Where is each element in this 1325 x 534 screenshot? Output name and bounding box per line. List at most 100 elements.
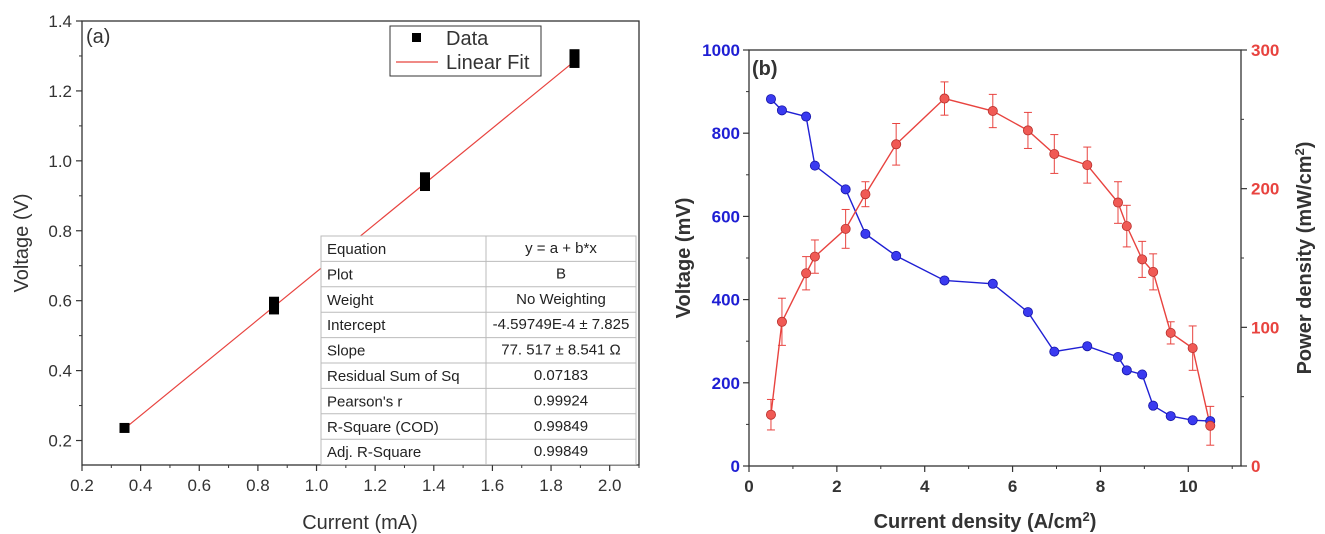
- legend-label-data: Data: [446, 28, 489, 50]
- y-tick-label-right-b: 0: [1251, 457, 1260, 476]
- panel-a: 0.2 0.4 0.6 0.8 1.0 1.2 1.4 1.6 1.8 2.0 0.2 0.4 0.6 0…: [11, 12, 640, 534]
- x-tick-label-a: 1.0: [305, 476, 329, 495]
- y-axis-title-b-left: Voltage (mV): [673, 198, 695, 319]
- x-tick-label-b: 4: [920, 477, 930, 496]
- power-density-point: [891, 139, 902, 150]
- x-tick-label-b: 0: [744, 477, 753, 496]
- x-tick-label-a: 0.8: [246, 476, 270, 495]
- fit-table-bg: [320, 235, 637, 466]
- y-tick-label-left-b: 600: [712, 207, 740, 226]
- axis-ticks-a: 0.2 0.4 0.6 0.8 1.0 1.2 1.4 1.6 1.8 2.0 0.2 0.4 0.6 0…: [48, 12, 640, 495]
- y-axis-title-b-right-sup: 2: [1292, 148, 1307, 155]
- legend-label-fit: Linear Fit: [446, 52, 530, 74]
- power-density-point: [1137, 254, 1148, 265]
- y-tick-label-a: 0.6: [48, 292, 72, 311]
- power-density-point: [809, 251, 820, 262]
- y-tick-label-right-b: 300: [1251, 41, 1279, 60]
- y-tick-label-left-b: 800: [712, 124, 740, 143]
- power-density-point: [1022, 125, 1033, 136]
- fit-table-key: Pearson's r: [327, 393, 402, 410]
- x-tick-label-a: 1.4: [422, 476, 446, 495]
- y-axis-title-b-right: Power density (mW/cm2): [1292, 142, 1316, 375]
- x-tick-label-b: 6: [1008, 477, 1017, 496]
- fit-table-value: 0.99924: [534, 392, 588, 409]
- y-tick-label-left-b: 400: [712, 291, 740, 310]
- y-tick-label-a: 0.8: [48, 222, 72, 241]
- fit-table-key: Slope: [327, 343, 365, 360]
- fit-table-key: Adj. R-Square: [327, 444, 421, 461]
- voltage-point: [987, 278, 998, 289]
- panel-label-b: (b): [752, 58, 778, 80]
- power-density-point: [840, 223, 851, 234]
- voltage-point: [1148, 400, 1159, 411]
- voltage-point: [801, 111, 812, 122]
- voltage-point: [1022, 307, 1033, 318]
- power-density-point: [1165, 327, 1176, 338]
- fit-table-value: No Weighting: [516, 291, 606, 308]
- voltage-point: [891, 250, 902, 261]
- fit-table-value: 0.99849: [534, 418, 588, 435]
- y-tick-label-left-b: 1000: [702, 41, 740, 60]
- voltage-point: [1121, 365, 1132, 376]
- y-axis-title-a: Voltage (V): [11, 194, 33, 293]
- voltage-point: [809, 160, 820, 171]
- x-tick-label-a: 0.4: [129, 476, 153, 495]
- power-density-point: [765, 409, 776, 420]
- fit-table-value: B: [556, 265, 566, 282]
- legend-marker-data: [412, 33, 421, 42]
- x-axis-title-a: Current (mA): [302, 512, 418, 534]
- voltage-point: [1113, 352, 1124, 363]
- power-density-point: [860, 189, 871, 200]
- y-tick-label-a: 1.0: [48, 152, 72, 171]
- y-tick-label-left-b: 200: [712, 374, 740, 393]
- voltage-point: [860, 228, 871, 239]
- x-tick-label-a: 0.2: [70, 476, 94, 495]
- power-density-point: [1082, 160, 1093, 171]
- power-density-point: [1121, 221, 1132, 232]
- x-axis-title-b-sup: 2: [1083, 509, 1090, 524]
- voltage-point: [1137, 369, 1148, 380]
- y-tick-label-right-b: 200: [1251, 180, 1279, 199]
- x-axis-title-b-end: ): [1090, 511, 1097, 533]
- x-tick-label-b: 10: [1179, 477, 1198, 496]
- fit-results-table: Equation y = a + b*x Plot B Weight No Weighti…: [320, 235, 637, 466]
- legend-a: Data Linear Fit: [389, 25, 542, 77]
- fit-table-key: R-Square (COD): [327, 419, 439, 436]
- power-density-point: [1148, 266, 1159, 277]
- data-point-a: [569, 49, 580, 60]
- fit-table-value: -4.59749E-4 ± 7.825: [493, 316, 630, 333]
- fit-table-key: Intercept: [327, 317, 386, 334]
- y-tick-label-a: 0.2: [48, 432, 72, 451]
- data-points-b: [765, 93, 1216, 431]
- power-density-point: [1049, 148, 1060, 159]
- fit-table-key: Equation: [327, 241, 386, 258]
- voltage-point: [1049, 346, 1060, 357]
- fit-table-key: Residual Sum of Sq: [327, 368, 460, 385]
- power-density-point: [1205, 420, 1216, 431]
- data-point-a: [419, 172, 430, 183]
- y-tick-label-a: 1.4: [48, 12, 72, 31]
- power-density-point: [987, 106, 998, 117]
- power-density-point: [1113, 197, 1124, 208]
- y-tick-label-a: 0.4: [48, 362, 72, 381]
- voltage-point: [840, 184, 851, 195]
- x-axis-title-b: Current density (A/cm2): [874, 509, 1097, 533]
- panel-label-a: (a): [86, 26, 110, 48]
- power-density-point: [801, 268, 812, 279]
- y-axis-title-b-right-end: ): [1294, 142, 1316, 149]
- voltage-point: [939, 275, 950, 286]
- y-tick-label-left-b: 0: [731, 457, 740, 476]
- x-axis-title-b-main: Current density (A/cm: [874, 511, 1083, 533]
- voltage-point: [776, 105, 787, 116]
- power-density-point: [939, 93, 950, 104]
- y-tick-label-a: 1.2: [48, 82, 72, 101]
- voltage-point: [765, 94, 776, 105]
- voltage-point: [1082, 341, 1093, 352]
- x-tick-label-b: 8: [1096, 477, 1105, 496]
- x-tick-label-a: 1.6: [481, 476, 505, 495]
- data-point-a: [269, 296, 280, 307]
- legend-box-a: [389, 25, 542, 77]
- fit-table-key: Weight: [327, 292, 374, 309]
